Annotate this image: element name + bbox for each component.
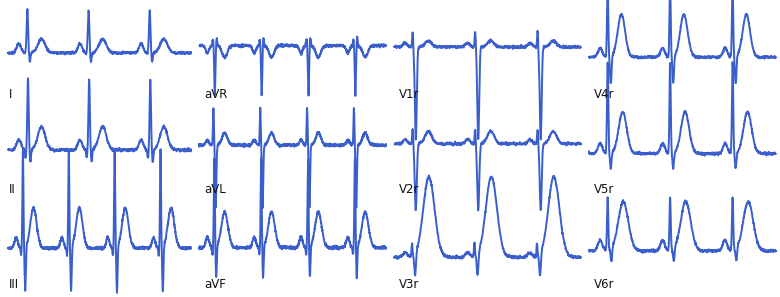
Text: aVF: aVF xyxy=(204,278,226,291)
Text: V2r: V2r xyxy=(399,183,420,196)
Text: V4r: V4r xyxy=(594,88,615,101)
Text: V3r: V3r xyxy=(399,278,420,291)
Text: aVR: aVR xyxy=(204,88,228,101)
Text: II: II xyxy=(9,183,16,196)
Text: III: III xyxy=(9,278,20,291)
Text: aVL: aVL xyxy=(204,183,226,196)
Text: V5r: V5r xyxy=(594,183,615,196)
Text: I: I xyxy=(9,88,12,101)
Text: V6r: V6r xyxy=(594,278,615,291)
Text: V1r: V1r xyxy=(399,88,420,101)
